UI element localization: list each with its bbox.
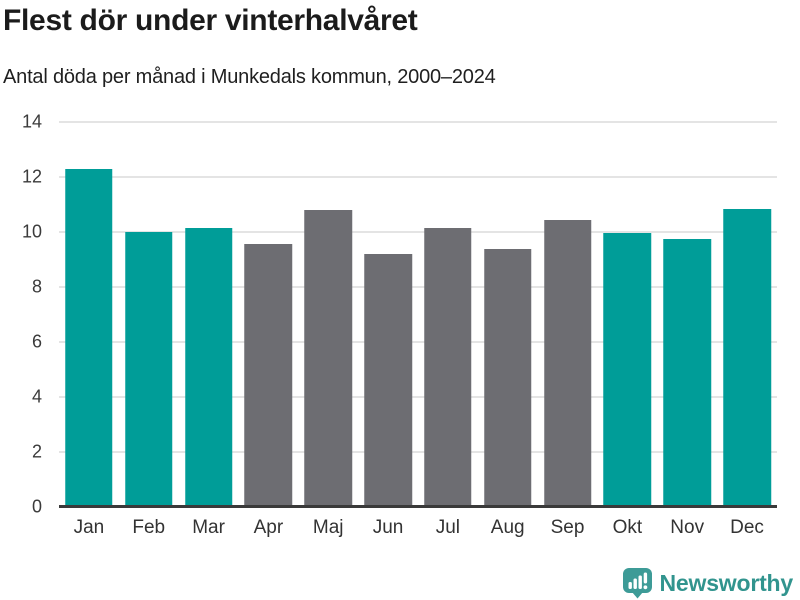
- x-tick-label-okt: Okt: [612, 517, 643, 538]
- gridline-14: [59, 121, 777, 123]
- x-tick-label-nov: Nov: [670, 517, 705, 538]
- bar-apr: [244, 244, 293, 507]
- y-tick-label-6: 6: [31, 331, 42, 352]
- bar-mar: [184, 227, 233, 507]
- y-tick-label-8: 8: [31, 276, 42, 297]
- gridline-12: [59, 176, 777, 178]
- y-tick-label-14: 14: [21, 111, 42, 132]
- bar-slot-apr: [238, 122, 298, 507]
- bar-slot-feb: [119, 122, 179, 507]
- bar-feb: [124, 232, 173, 507]
- bar-sep: [543, 219, 592, 507]
- newsworthy-logo: Newsworthy: [622, 567, 793, 599]
- bar-jul: [424, 227, 472, 507]
- bar-slot-jan: [59, 122, 119, 507]
- x-tick-label-feb: Feb: [132, 517, 166, 538]
- x-tick-label-maj: Maj: [312, 517, 344, 538]
- x-axis-line: [59, 505, 777, 508]
- x-tick-label-mar: Mar: [192, 517, 225, 538]
- x-tick-label-dec: Dec: [730, 517, 764, 538]
- bar-maj: [304, 210, 352, 507]
- x-tick-label-sep: Sep: [550, 517, 585, 538]
- bar-slot-sep: [538, 122, 598, 507]
- y-axis-labels: 0 2 4 6 8 10 12 14: [0, 112, 44, 517]
- bar-slot-jun: [358, 122, 418, 507]
- gridline-10: [59, 231, 777, 233]
- x-tick-label-aug: Aug: [490, 517, 525, 538]
- bar-slot-nov: [657, 122, 717, 507]
- chart-subtitle: Antal döda per månad i Munkedals kommun,…: [3, 66, 496, 88]
- gridline-8: [59, 286, 777, 289]
- bar-slot-mar: [179, 122, 239, 507]
- bar-chart-plot-area: [59, 121, 777, 508]
- bar-slot-aug: [478, 122, 538, 507]
- bar-nov: [663, 238, 711, 507]
- chart-title: Flest dör under vinterhalvåret: [3, 4, 418, 37]
- x-tick-label-jul: Jul: [435, 517, 461, 538]
- x-tick-label-apr: Apr: [253, 517, 284, 538]
- y-tick-label-4: 4: [31, 386, 42, 407]
- y-tick-label-0: 0: [31, 496, 42, 517]
- gridline-4: [59, 396, 777, 399]
- bar-slot-jul: [418, 122, 478, 507]
- bar-slot-dec: [717, 122, 777, 507]
- bar-okt: [603, 233, 652, 507]
- bar-jan: [65, 168, 113, 507]
- bar-dec: [723, 208, 771, 507]
- bar-jun: [364, 254, 412, 507]
- x-tick-label-jun: Jun: [372, 517, 404, 538]
- y-tick-label-2: 2: [31, 441, 42, 462]
- y-tick-label-10: 10: [21, 221, 42, 242]
- newsworthy-logo-icon: [622, 567, 653, 599]
- gridline-2: [59, 451, 777, 454]
- y-tick-label-12: 12: [21, 166, 42, 187]
- brand-name: Newsworthy: [659, 569, 794, 596]
- bar-slot-maj: [298, 122, 358, 507]
- x-axis-labels: Jan Feb Mar Apr Maj Jun Jul Aug Sep Okt Nov Dec: [59, 517, 777, 539]
- x-tick-label-jan: Jan: [73, 517, 105, 538]
- bar-aug: [483, 248, 532, 507]
- gridline-6: [59, 341, 777, 343]
- bar-slot-okt: [597, 122, 657, 507]
